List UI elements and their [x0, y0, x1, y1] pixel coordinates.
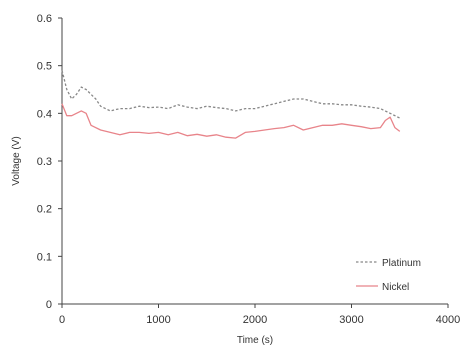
legend: Platinum Nickel — [356, 258, 421, 293]
y-tick-label: 0.6 — [37, 13, 52, 25]
legend-label-platinum: Platinum — [382, 258, 421, 269]
x-axis-label: Time (s) — [237, 335, 273, 345]
series-lines — [61, 70, 401, 139]
y-tick-label: 0.2 — [37, 204, 52, 216]
tick-labels: 0 0.1 0.2 0.3 0.4 0.5 0.6 0 1000 2000 3000 4000 — [37, 13, 461, 326]
y-tick-label: 0.5 — [37, 61, 52, 73]
x-tick-label: 3000 — [339, 314, 363, 326]
x-tick-label: 0 — [59, 314, 65, 326]
x-tick-label: 4000 — [436, 314, 460, 326]
series-line-platinum — [61, 70, 401, 119]
x-tick-label: 2000 — [243, 314, 267, 326]
y-tick-label: 0.4 — [37, 108, 52, 120]
y-tick-label: 0.3 — [37, 156, 52, 168]
y-tick-label: 0.1 — [37, 251, 52, 263]
y-tick-label: 0 — [46, 299, 52, 311]
axes — [58, 17, 449, 308]
y-axis-label: Voltage (V) — [11, 136, 22, 185]
legend-label-nickel: Nickel — [382, 282, 409, 293]
x-tick-label: 1000 — [146, 314, 170, 326]
series-line-nickel — [61, 103, 401, 139]
